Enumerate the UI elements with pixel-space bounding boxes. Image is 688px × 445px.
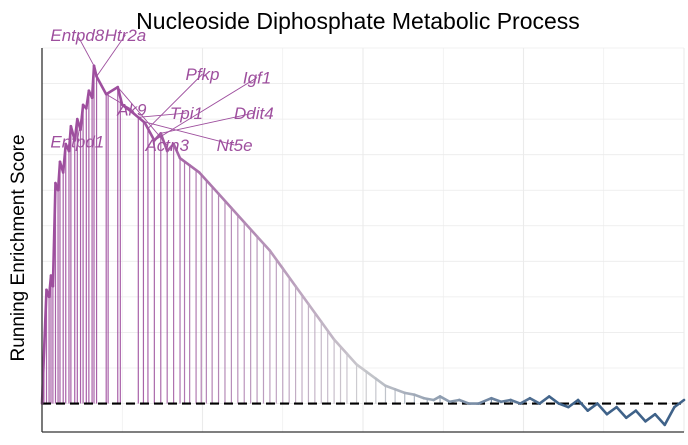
curve-segment [92,64,98,78]
curve-segment [56,160,62,192]
annotation-connector [117,86,168,146]
curve-segment [596,402,609,416]
curve-segment [307,302,323,324]
annotation-connector [154,77,258,141]
curve-segment [547,395,561,405]
annotation-connector [76,34,95,66]
curve-segment [153,132,163,142]
curve-segment [197,171,211,185]
curve-segment [624,409,638,420]
curve-segment [207,181,220,196]
curve-segment [104,85,120,96]
curve-segment [294,284,310,306]
curve-segment [51,181,57,288]
curve-segment [172,142,182,160]
curve-segment [40,288,48,405]
curve-segment [605,405,618,416]
curve-segment [178,156,191,167]
curve-segment [499,398,512,404]
curve-segment [422,396,435,402]
curve-segment [538,395,551,405]
curve-segment [615,405,628,420]
curve-segment [217,192,233,210]
curve-segment [673,398,686,409]
gene-label-ddit4: Ddit4 [234,104,274,123]
gene-label-nt5e: Nt5e [217,136,253,155]
curve-segment [374,377,387,388]
gene-label-pfkp: Pfkp [185,65,219,84]
curve-segment [281,267,297,288]
gene-label-entpd8: Entpd8 [50,26,104,45]
axis-frame [41,48,684,433]
curve-segment [90,64,96,100]
curve-segment [477,396,493,405]
curve-segment [364,370,378,380]
curve-segment [255,235,272,252]
curve-segment [567,398,580,409]
gene-label-actn3: Actn3 [144,136,189,155]
running-score-curve [40,64,686,427]
curve-segment [528,396,541,405]
y-axis-label: Running Enrichment Score [8,134,29,361]
curve-segment [95,75,108,96]
curve-segment [509,398,522,405]
annotation-connector [147,73,203,129]
curve-segment [490,396,503,404]
curve-segment [557,402,570,409]
curve-segment [457,398,471,405]
curve-segment [345,352,358,366]
curve-segment [586,402,599,412]
gene-hit-lines [43,65,512,404]
annotation-connector [138,112,187,118]
curve-segment [165,142,175,153]
gene-label-htr2a: Htr2a [105,26,147,45]
curve-segment [413,393,426,400]
curve-segment [518,396,532,405]
annotation-connector [160,112,254,134]
curve-segment [448,398,461,404]
curve-segment [67,124,73,153]
curve-segment [663,405,676,427]
gene-label-tpi1: Tpi1 [170,104,203,123]
annotation-connector [96,34,126,77]
curve-segment [120,103,134,114]
curve-segment [384,384,397,391]
gene-label-igf1: Igf1 [243,69,271,88]
curve-segment [242,220,259,238]
curve-segment [319,320,336,341]
curve-segment [576,398,590,412]
curve-segment [634,409,647,423]
gene-label-entpd1: Entpd1 [50,133,104,152]
curve-segment [268,249,285,270]
annotation-connector [76,104,84,142]
curve-segment [188,164,201,174]
curve-segment [143,121,156,142]
curve-segment [332,338,349,356]
curve-segment [393,388,407,395]
curve-segment [403,391,416,396]
annotation-connector [105,93,133,110]
curve-segment [644,412,657,423]
grid-lines [41,47,685,432]
curve-segment [653,412,667,427]
curve-segment [73,117,79,142]
curve-segment [438,395,451,404]
curve-segment [230,206,246,224]
curve-segment [355,363,368,373]
curve-segment [84,89,91,110]
gene-label-ak9: Ak9 [116,101,147,120]
curve-segment [61,142,68,174]
chart-title: Nucleoside Diphosphate Metabolic Process [136,8,580,34]
annotation-connector [143,121,235,146]
gene-annotations: Entpd8 Htr2a Entpd1 Ak9 Actn3 Tpi1 Nt5e Pfkp Igf… [50,26,273,155]
curve-segment [116,85,124,107]
